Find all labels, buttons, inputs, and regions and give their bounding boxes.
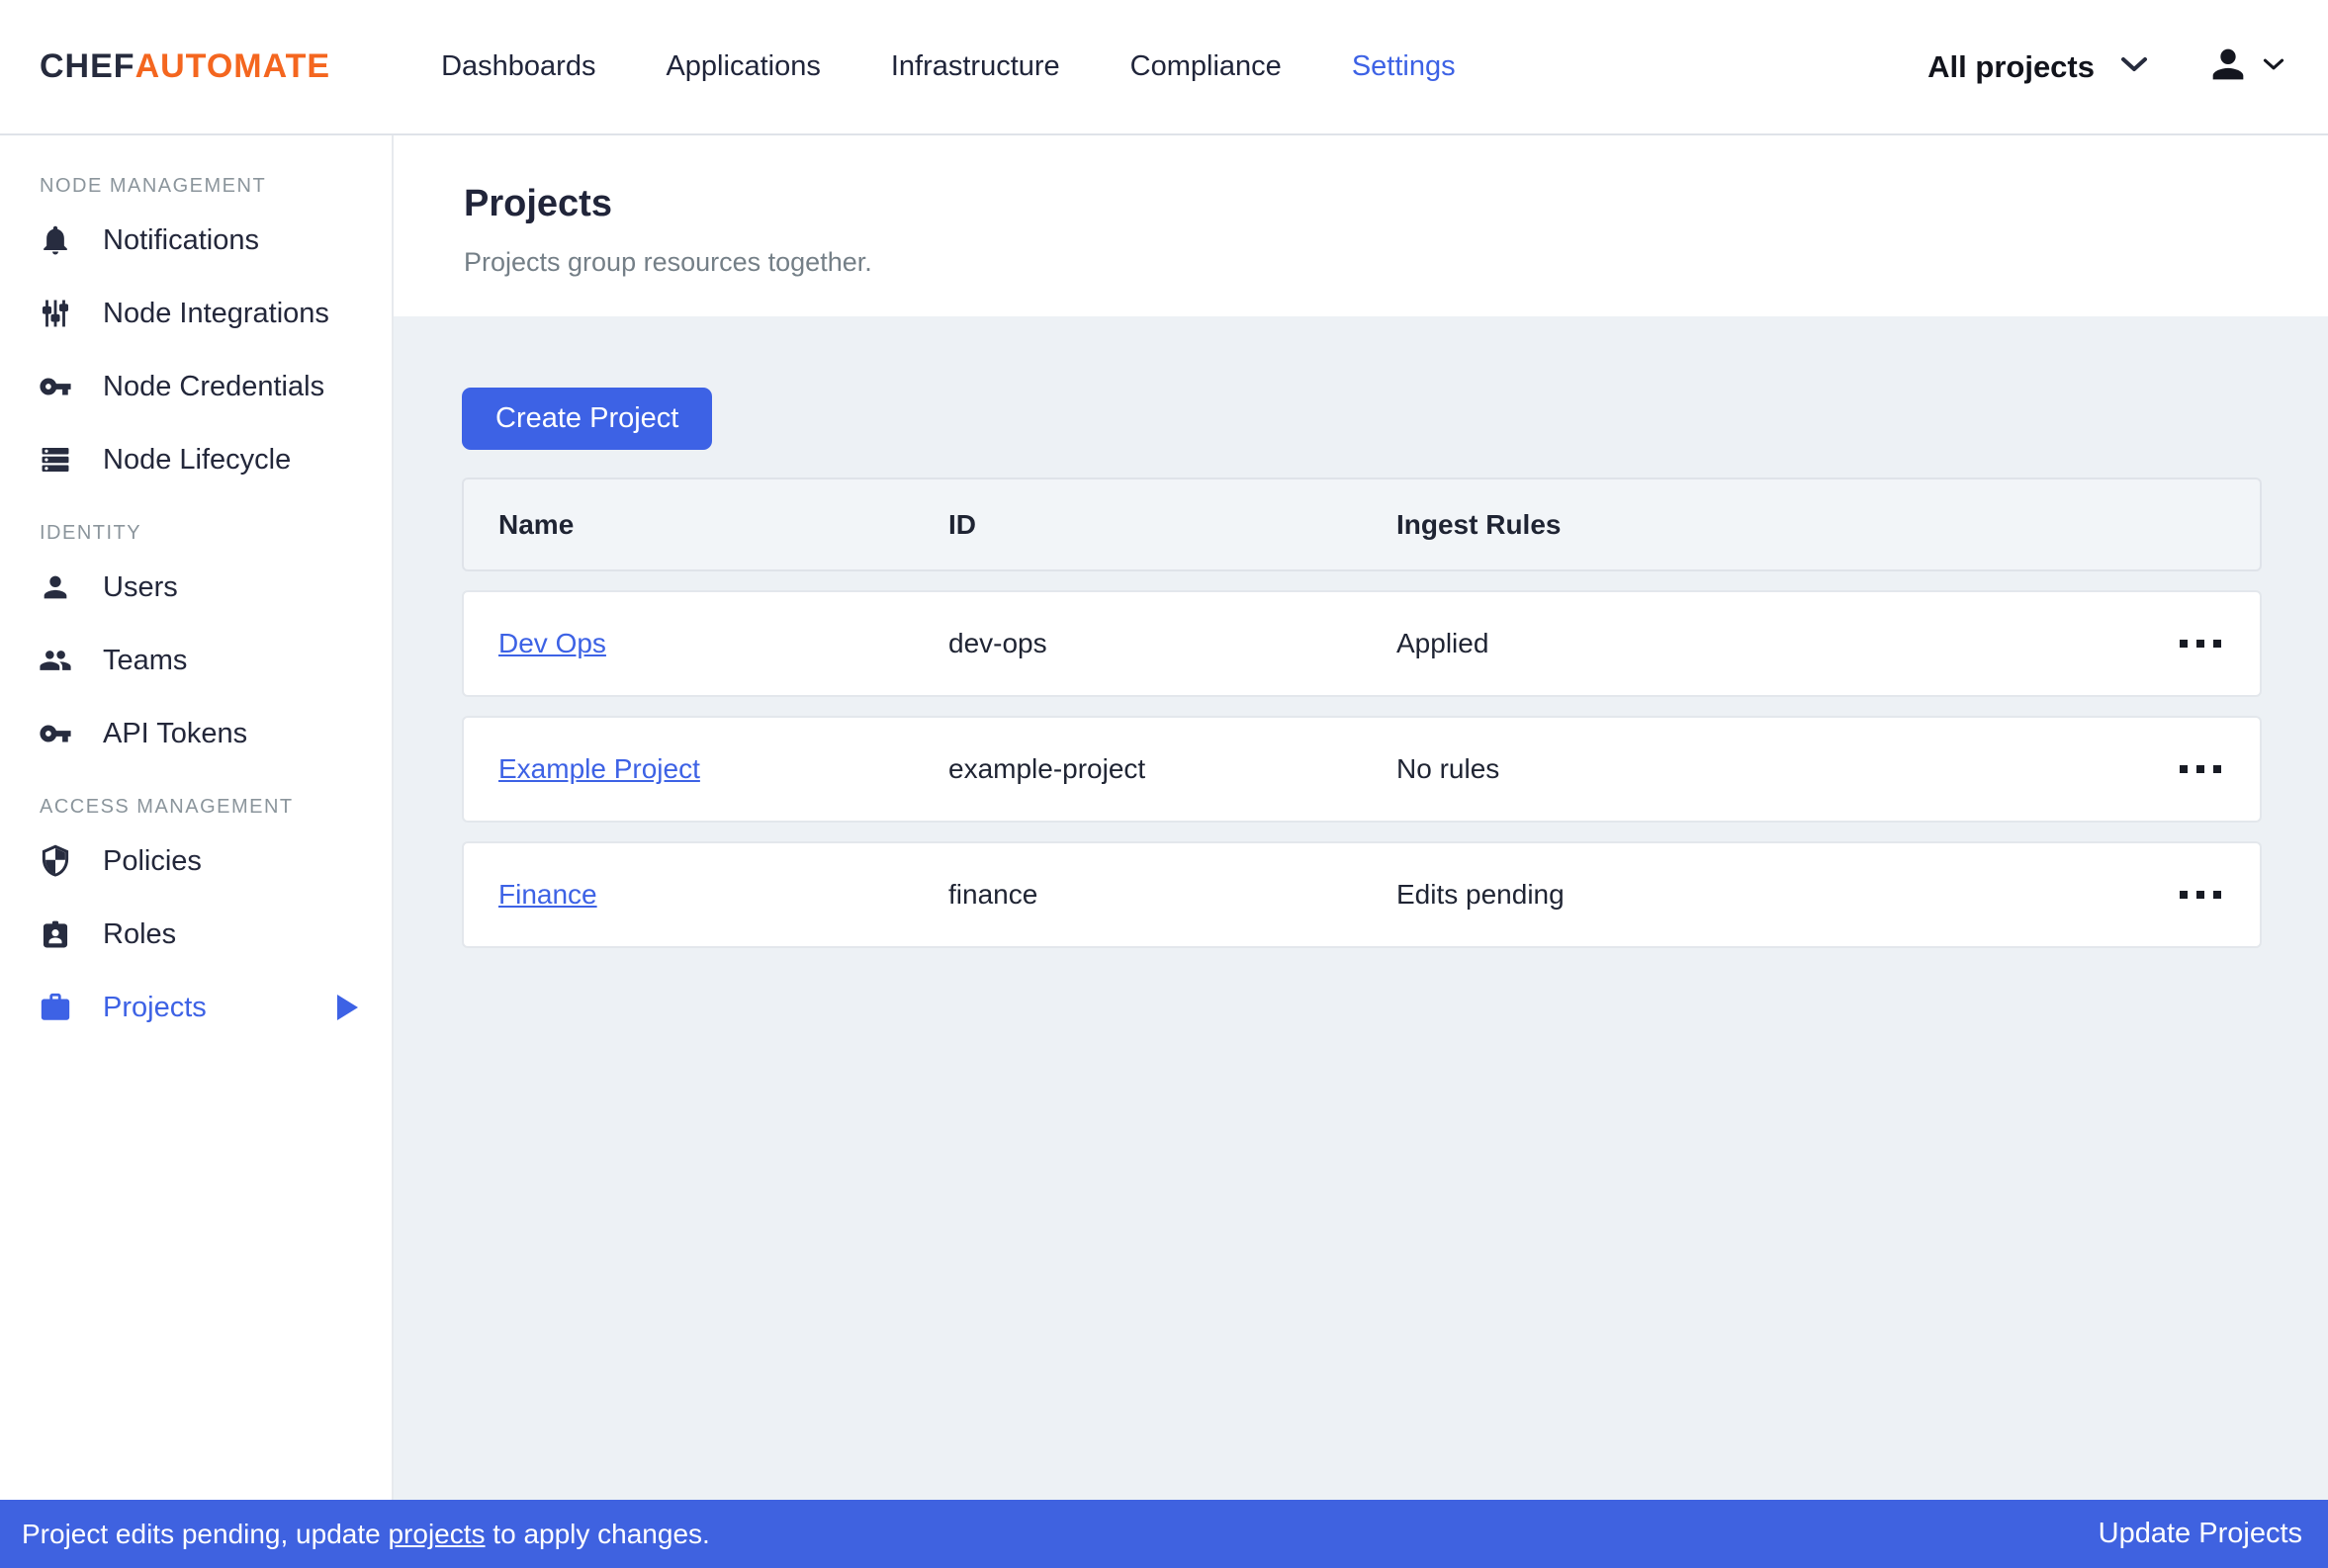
page-subtitle: Projects group resources together. [464,247,872,277]
sidebar-item-users[interactable]: Users [0,551,392,624]
create-project-button[interactable]: Create Project [462,388,713,450]
banner-projects-link[interactable]: projects [388,1518,486,1549]
briefcase-icon [38,990,73,1025]
ellipsis-icon [2180,765,2221,773]
sidebar-item-label: API Tokens [103,717,248,749]
user-menu[interactable] [2205,42,2284,92]
sidebar-item-node-integrations[interactable]: Node Integrations [0,277,392,350]
ellipsis-icon [2180,640,2221,648]
project-link-example-project[interactable]: Example Project [498,753,700,784]
top-nav-right: All projects [1927,42,2284,92]
chevron-down-icon [2263,57,2284,76]
sidebar-item-projects[interactable]: Projects [0,971,392,1044]
project-id: example-project [948,753,1146,784]
chef-automate-logo[interactable]: CHEF AUTOMATE [40,47,330,86]
projects-table: Name ID Ingest Rules Dev Ops dev-ops App… [462,478,2262,948]
project-link-dev-ops[interactable]: Dev Ops [498,628,606,658]
person-icon [38,569,73,605]
row-menu-button[interactable] [2166,751,2235,787]
row-menu-button[interactable] [2166,626,2235,661]
badge-icon [38,916,73,952]
settings-sidebar: NODE MANAGEMENT Notifications Node Integ… [0,135,394,1500]
shield-icon [38,843,73,879]
page-header: Projects Projects group resources togeth… [394,135,2328,316]
projects-filter-dropdown[interactable]: All projects [1927,49,2148,85]
rows-icon [38,442,73,478]
update-projects-button[interactable]: Update Projects [2098,1518,2302,1549]
sidebar-item-policies[interactable]: Policies [0,825,392,898]
logo-automate: AUTOMATE [134,47,331,85]
nav-settings[interactable]: Settings [1351,50,1456,82]
banner-message: Project edits pending, update projects t… [22,1518,710,1549]
sidebar-item-notifications[interactable]: Notifications [0,204,392,277]
key-icon [38,716,73,751]
chevron-down-icon [2120,55,2148,78]
main-content: Projects Projects group resources togeth… [394,135,2328,1500]
sidebar-section-access-management: ACCESS MANAGEMENT [40,796,294,818]
project-ingest-rules: No rules [1396,753,1500,784]
sidebar-item-teams[interactable]: Teams [0,624,392,697]
sidebar-item-label: Teams [103,644,188,676]
table-header-row: Name ID Ingest Rules [462,478,2262,571]
ellipsis-icon [2180,891,2221,899]
sidebar-item-label: Users [103,570,178,603]
sidebar-item-label: Policies [103,844,202,877]
sidebar-section-node-management: NODE MANAGEMENT [40,175,267,197]
nav-dashboards[interactable]: Dashboards [441,50,596,82]
expand-right-icon [337,995,358,1020]
column-header-id: ID [948,508,976,540]
project-ingest-rules: Edits pending [1396,879,1565,910]
key-icon [38,369,73,404]
table-row: Example Project example-project No rules [462,716,2262,823]
project-link-finance[interactable]: Finance [498,879,597,910]
page-title: Projects [464,183,612,224]
sidebar-item-roles[interactable]: Roles [0,898,392,971]
project-id: finance [948,879,1038,910]
pending-edits-banner: Project edits pending, update projects t… [0,1500,2328,1568]
table-row: Finance finance Edits pending [462,841,2262,948]
nav-infrastructure[interactable]: Infrastructure [890,50,1060,82]
column-header-ingest-rules: Ingest Rules [1396,508,1562,540]
sidebar-item-label: Node Credentials [103,370,325,402]
sidebar-item-label: Projects [103,991,207,1023]
row-menu-button[interactable] [2166,877,2235,913]
people-icon [38,643,73,678]
logo-chef: CHEF [40,47,135,85]
sidebar-item-node-credentials[interactable]: Node Credentials [0,350,392,423]
primary-nav: Dashboards Applications Infrastructure C… [441,50,1456,83]
sidebar-section-identity: IDENTITY [40,522,142,544]
bell-icon [38,222,73,258]
projects-panel: Create Project Name ID Ingest Rules Dev … [394,316,2328,1500]
sidebar-item-node-lifecycle[interactable]: Node Lifecycle [0,423,392,496]
sliders-icon [38,296,73,331]
sidebar-item-label: Node Lifecycle [103,443,292,476]
projects-filter-label: All projects [1927,48,2095,84]
sidebar-item-label: Roles [103,917,177,950]
project-id: dev-ops [948,628,1047,658]
user-avatar-icon [2205,42,2251,92]
nav-applications[interactable]: Applications [666,50,821,82]
project-ingest-rules: Applied [1396,628,1489,658]
sidebar-item-api-tokens[interactable]: API Tokens [0,697,392,770]
nav-compliance[interactable]: Compliance [1129,50,1282,82]
sidebar-item-label: Node Integrations [103,297,329,329]
top-nav: CHEF AUTOMATE Dashboards Applications Inf… [0,0,2328,135]
sidebar-item-label: Notifications [103,223,259,256]
table-row: Dev Ops dev-ops Applied [462,590,2262,697]
column-header-name: Name [498,508,575,540]
